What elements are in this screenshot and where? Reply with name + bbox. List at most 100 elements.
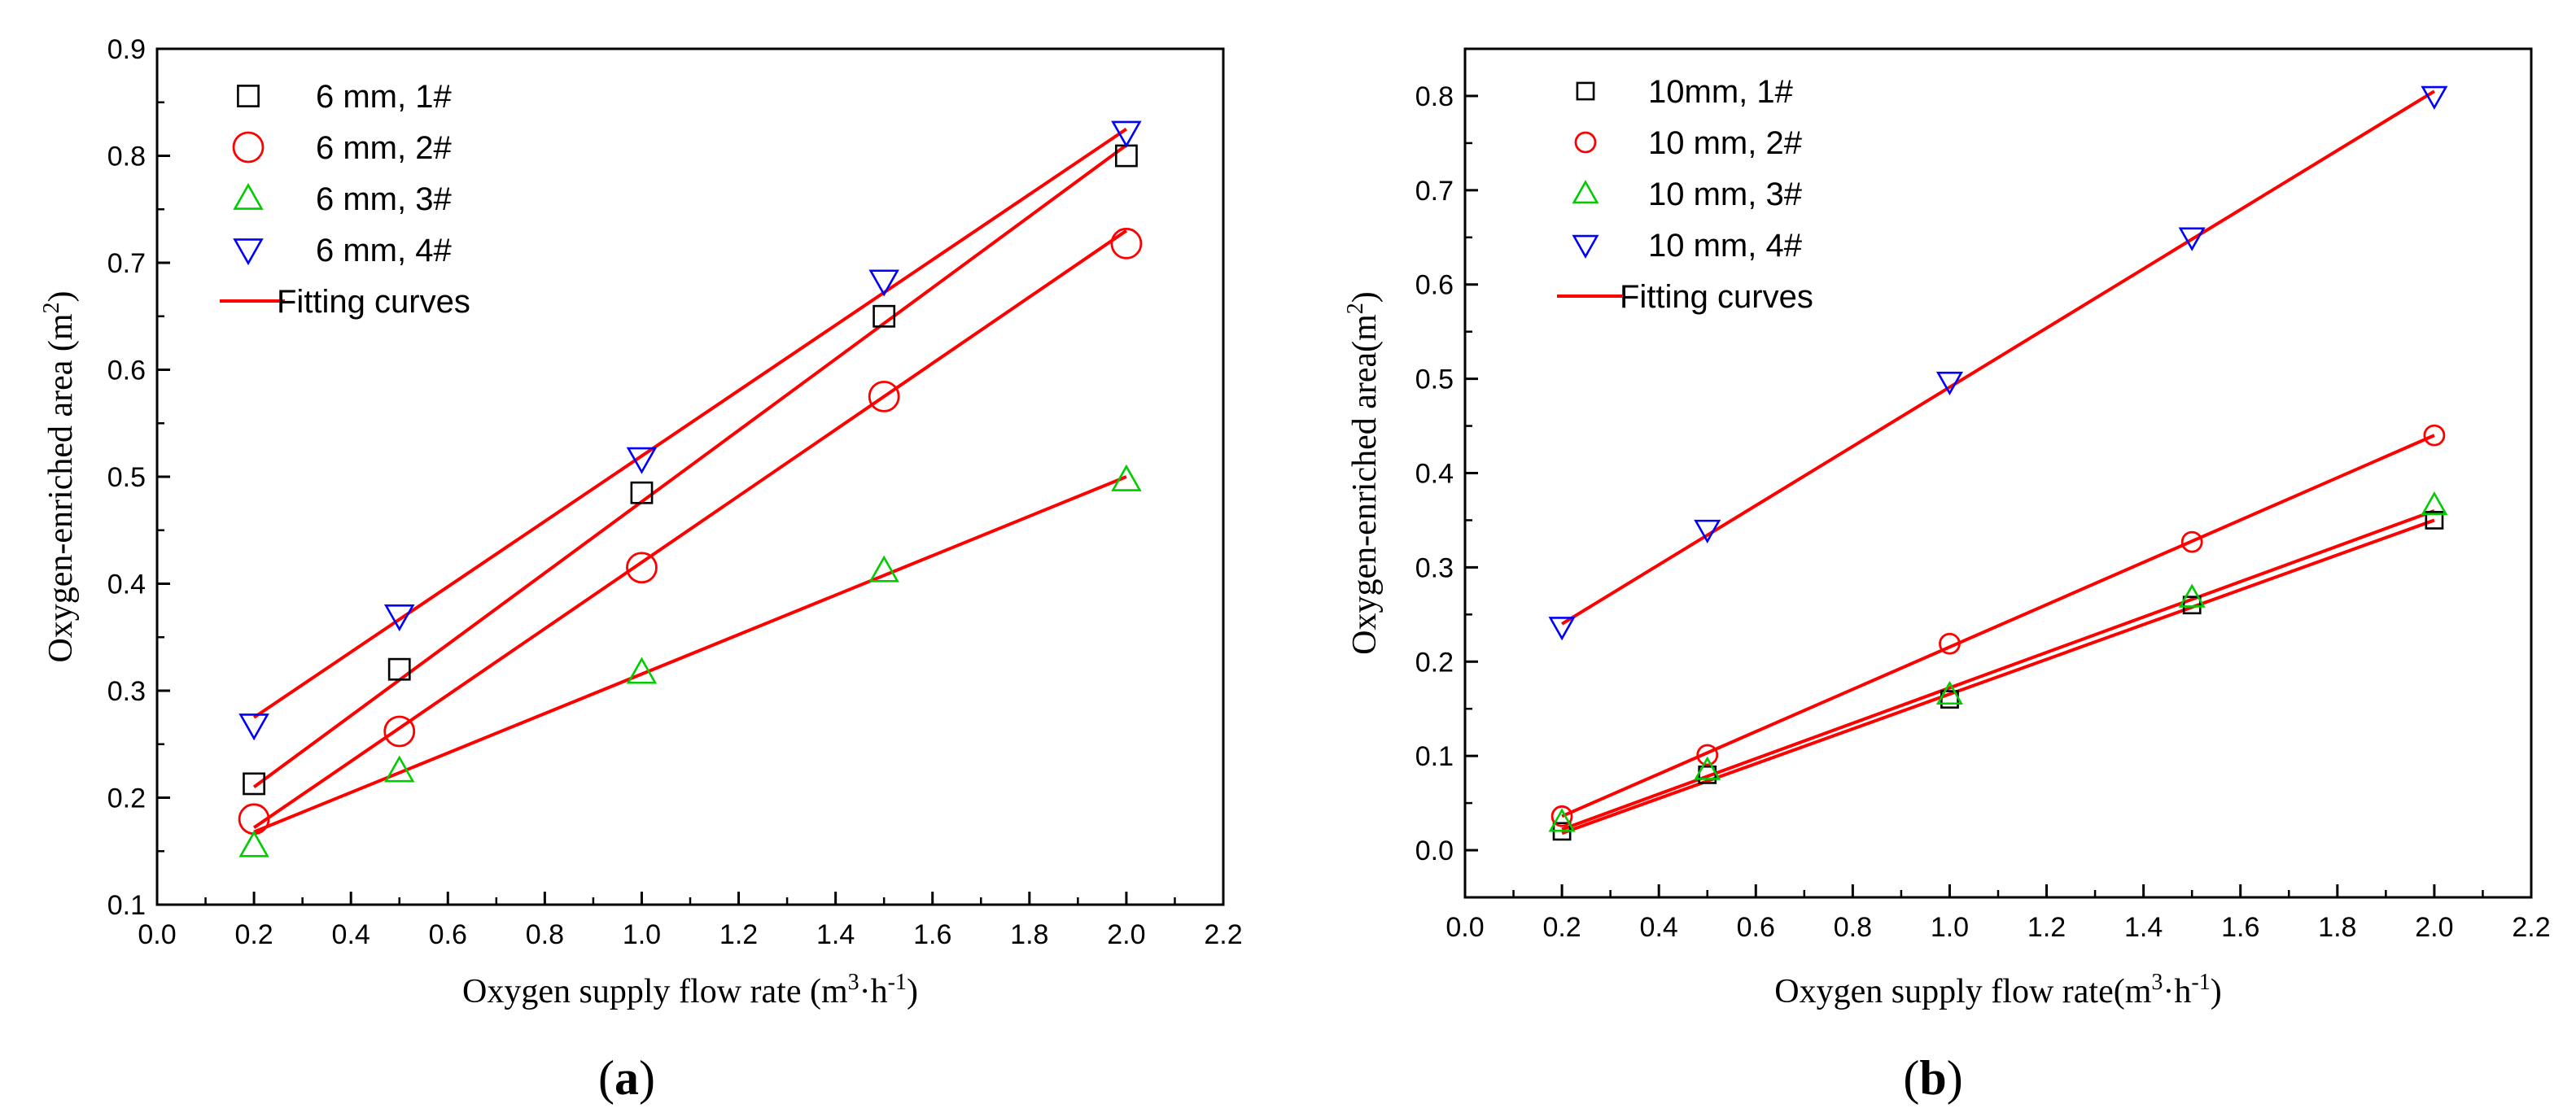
x-tick-label: 1.4 — [2124, 912, 2163, 943]
legend-fit-label: Fitting curves — [1620, 279, 1813, 315]
y-tick-label: 0.5 — [107, 462, 146, 493]
y-axis-label: Oxygen-enriched area(m2) — [1343, 291, 1384, 655]
x-axis-label-text: ) — [907, 973, 918, 1010]
data-point-square — [873, 304, 896, 328]
y-axis-label-text: Oxygen-enriched area(m — [1346, 314, 1384, 655]
legend-label: 10mm, 1# — [1648, 74, 1794, 110]
x-tick-label: 1.8 — [2318, 912, 2356, 943]
x-axis-label-text: ) — [2211, 973, 2222, 1010]
data-point-circle — [868, 380, 900, 412]
y-axis-label-text: Oxygen-enriched area (m — [42, 313, 80, 662]
legend-marker-circle — [232, 131, 265, 164]
data-point-triangle-down — [1694, 519, 1721, 543]
x-tick-label: 1.0 — [1931, 912, 1969, 943]
y-tick-label: 0.1 — [107, 890, 146, 921]
data-point-square — [2425, 511, 2444, 530]
data-point-circle — [1696, 744, 1719, 766]
data-point-square — [387, 657, 411, 681]
data-point-circle — [383, 715, 416, 748]
fit-line-4 — [252, 127, 1128, 719]
fit-line-4 — [1561, 89, 2435, 626]
legend-marker-triangle-down — [233, 238, 264, 266]
data-point-circle — [1939, 632, 1961, 655]
legend-label: 6 mm, 2# — [316, 130, 452, 166]
y-tick-label: 0.3 — [1415, 552, 1454, 583]
legend-label: 6 mm, 1# — [316, 79, 452, 115]
x-axis-label-text: ·h — [2163, 973, 2191, 1010]
x-axis-label-sup: -1 — [2191, 970, 2210, 995]
panel-label-paren: ( — [598, 1051, 614, 1105]
y-tick-label: 0.0 — [1415, 836, 1454, 866]
y-tick-label: 0.4 — [1415, 459, 1454, 490]
fit-line-3 — [253, 475, 1127, 834]
legend-marker-triangle-up — [233, 182, 264, 210]
y-tick-label: 0.6 — [107, 356, 146, 386]
data-point-circle — [2180, 530, 2203, 553]
y-axis-label-sup: 2 — [1343, 303, 1368, 314]
legend-fit-label: Fitting curves — [277, 284, 470, 320]
x-tick-label: 2.2 — [1204, 919, 1242, 950]
y-tick-label: 0.9 — [107, 34, 146, 65]
data-point-triangle-up — [1111, 464, 1142, 491]
y-tick-label: 0.7 — [1415, 176, 1454, 207]
x-tick-label: 1.2 — [719, 919, 758, 950]
data-point-triangle-down — [2178, 227, 2206, 251]
panel-label-paren: ) — [639, 1051, 655, 1105]
data-point-triangle-up — [1935, 680, 1963, 705]
x-tick-label: 0.6 — [1737, 912, 1775, 943]
y-tick-label: 0.5 — [1415, 364, 1454, 395]
x-tick-label: 0.8 — [526, 919, 564, 950]
x-tick-label: 0.6 — [429, 919, 467, 950]
data-point-square — [243, 772, 265, 796]
panel-label-paren: ) — [1947, 1051, 1963, 1105]
data-point-triangle-down — [1935, 371, 1963, 396]
chart-panel-b: 0.0 0.2 0.4 0.6 0.8 1.0 1.2 1.4 1.6 1.8 2.0 2.2 0.0 0… — [1343, 47, 2551, 1105]
y-tick-label: 0.2 — [1415, 647, 1454, 678]
plot-frame — [155, 47, 1225, 906]
data-point-circle — [1550, 805, 1573, 827]
data-point-circle — [626, 552, 658, 584]
data-point-triangle-up — [626, 657, 658, 684]
x-axis-label-sup: 3 — [848, 970, 859, 995]
y-tick-label: 0.1 — [1415, 741, 1454, 772]
y-axis-label-sup: 2 — [39, 302, 64, 313]
y-axis-label-text: ) — [42, 290, 80, 302]
y-tick-label: 0.8 — [1415, 81, 1454, 112]
legend-label: 10 mm, 4# — [1648, 228, 1803, 264]
legend-label: 10 mm, 2# — [1648, 125, 1803, 161]
data-point-triangle-up — [383, 755, 415, 783]
data-point-triangle-down — [383, 604, 415, 632]
y-tick-label: 0.8 — [107, 142, 146, 172]
fit-line-3 — [1561, 508, 2435, 831]
x-axis-label-sup: 3 — [2151, 970, 2163, 995]
data-point-triangle-up — [868, 555, 899, 582]
panel-label-letter: b — [1919, 1051, 1946, 1105]
legend-marker-triangle-down — [1572, 234, 1599, 259]
data-point-circle — [2423, 424, 2446, 447]
x-tick-label: 0.0 — [1445, 912, 1484, 943]
x-tick-label: 2.0 — [1107, 919, 1145, 950]
data-point-triangle-down — [626, 447, 658, 474]
x-tick-label: 0.8 — [1834, 912, 1872, 943]
y-tick-label: 0.4 — [107, 569, 146, 600]
legend: 10mm, 1# 10 mm, 2# 10 mm, 3# 10 mm, 4# Fitti… — [1557, 74, 1813, 315]
y-tick-label: 0.3 — [107, 676, 146, 707]
panel-label-paren: ( — [1903, 1051, 1919, 1105]
x-axis-label-text: Oxygen supply flow rate (m — [462, 973, 848, 1010]
data-point-triangle-up — [2421, 491, 2448, 516]
fit-line-2 — [252, 229, 1128, 829]
x-axis-label-text: Oxygen supply flow rate(m — [1774, 973, 2151, 1010]
data-point-triangle-up — [1694, 756, 1721, 780]
x-tick-label: 1.4 — [816, 919, 855, 950]
x-tick-label: 2.2 — [2512, 912, 2550, 943]
panel-label: (b) — [1903, 1051, 1962, 1105]
x-tick-label: 1.0 — [623, 919, 661, 950]
legend-marker-triangle-up — [1572, 180, 1599, 204]
data-point-triangle-down — [868, 269, 899, 297]
x-tick-label: 1.2 — [2027, 912, 2066, 943]
x-tick-label: 1.6 — [2221, 912, 2259, 943]
x-tick-label: 1.8 — [1010, 919, 1048, 950]
y-axis-label: Oxygen-enriched area (m2) — [39, 290, 80, 662]
x-tick-label: 1.6 — [913, 919, 951, 950]
